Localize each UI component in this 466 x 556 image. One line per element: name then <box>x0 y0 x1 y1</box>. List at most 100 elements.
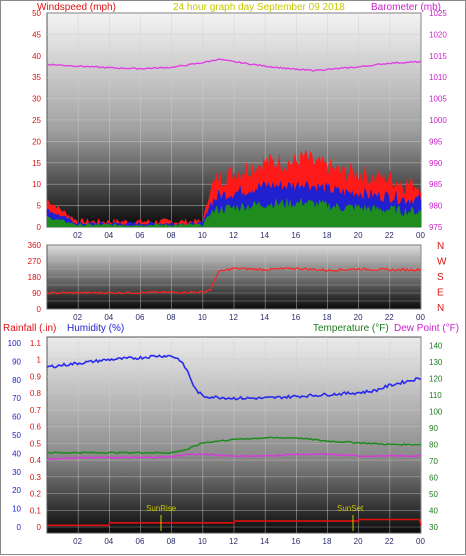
x-tick-label: 00 <box>416 231 425 240</box>
barometer-line <box>46 58 422 72</box>
direction-grid <box>47 244 422 310</box>
x-tick-label: 10 <box>198 537 207 546</box>
compass-label: W <box>437 257 447 268</box>
windspeed-tick-label: 25 <box>32 116 41 125</box>
humidity-line <box>46 354 421 401</box>
barometer-tick-label: 1020 <box>429 30 447 39</box>
windspeed-tick-label: 35 <box>32 73 41 82</box>
x-tick-label: 12 <box>229 537 238 546</box>
barometer-axis-title: Barometer (mb) <box>371 2 441 13</box>
windspeed-tick-label: 5 <box>37 202 42 211</box>
temperature-tick-label: 70 <box>429 457 438 466</box>
barometer-tick-label: 1010 <box>429 73 447 82</box>
rainfall-tick-label: 0.7 <box>30 406 42 415</box>
rainfall-tick-label: 0.8 <box>30 389 42 398</box>
bottom-grid <box>47 337 422 533</box>
rainfall-tick-label: 0.5 <box>30 439 42 448</box>
humidity-axis-title: Humidity (%) <box>67 323 124 334</box>
temperature-tick-label: 140 <box>429 341 443 350</box>
direction-axis-ticks: 0 90 180 270 360 02 04 06 08 10 12 14 16 18 20 22 00 <box>28 241 426 322</box>
windspeed-tick-label: 50 <box>32 9 41 18</box>
humidity-tick-label: 60 <box>12 413 21 422</box>
bottom-series <box>46 354 422 527</box>
temperature-tick-label: 80 <box>429 440 438 449</box>
barometer-tick-label: 1000 <box>429 116 447 125</box>
temperature-tick-label: 50 <box>429 490 438 499</box>
humidity-tick-label: 10 <box>12 505 21 514</box>
windspeed-tick-label: 0 <box>37 223 42 232</box>
x-tick-label: 18 <box>323 537 332 546</box>
rainfall-tick-label: 0.4 <box>30 456 42 465</box>
x-tick-label: 06 <box>136 231 145 240</box>
x-tick-label: 20 <box>354 537 363 546</box>
x-tick-label: 14 <box>260 231 269 240</box>
rainfall-tick-label: 1.1 <box>30 339 42 348</box>
barometer-tick-label: 1015 <box>429 52 447 61</box>
x-tick-label: 02 <box>73 231 82 240</box>
x-tick-label: 22 <box>385 537 394 546</box>
x-tick-label: 18 <box>323 231 332 240</box>
rainfall-tick-label: 0.2 <box>30 490 42 499</box>
temperature-axis-title: Temperature (°F) <box>313 323 389 334</box>
x-tick-label: 10 <box>198 231 207 240</box>
barometer-tick-label: 985 <box>429 180 443 189</box>
windspeed-tick-label: 15 <box>32 159 41 168</box>
windspeed-axis-title: Windspeed (mph) <box>37 2 116 13</box>
barometer-tick-label: 990 <box>429 159 443 168</box>
humidity-tick-label: 20 <box>12 486 21 495</box>
wind-direction-line <box>46 266 422 295</box>
x-tick-label: 08 <box>167 313 176 322</box>
humidity-tick-label: 0 <box>17 523 22 532</box>
temperature-tick-label: 120 <box>429 374 443 383</box>
direction-tick-label: 270 <box>28 257 42 266</box>
windspeed-tick-label: 40 <box>32 52 41 61</box>
humidity-tick-label: 80 <box>12 376 21 385</box>
direction-tick-label: 0 <box>37 305 42 314</box>
graph-title: 24 hour graph day September 09 2018 <box>173 2 345 13</box>
humidity-tick-label: 30 <box>12 468 21 477</box>
x-tick-label: 18 <box>323 313 332 322</box>
barometer-tick-label: 975 <box>429 223 443 232</box>
x-tick-label: 04 <box>104 313 113 322</box>
x-tick-label: 16 <box>291 537 300 546</box>
direction-series <box>46 266 422 295</box>
direction-tick-label: 360 <box>28 241 42 250</box>
windspeed-tick-label: 45 <box>32 30 41 39</box>
rainfall-tick-label: 0.9 <box>30 372 42 381</box>
rainfall-axis-title: Rainfall (.in) <box>3 323 56 334</box>
rainfall-tick-label: 1 <box>37 356 42 365</box>
windspeed-tick-label: 30 <box>32 95 41 104</box>
x-tick-label: 06 <box>136 313 145 322</box>
barometer-tick-label: 1005 <box>429 95 447 104</box>
humidity-tick-label: 90 <box>12 357 21 366</box>
dewpoint-axis-title: Dew Point (°F) <box>394 323 459 334</box>
x-tick-label: 08 <box>167 537 176 546</box>
x-tick-label: 00 <box>416 537 425 546</box>
x-tick-label: 02 <box>73 537 82 546</box>
sunset-label: SunSet <box>337 504 364 513</box>
x-tick-label: 20 <box>354 313 363 322</box>
temperature-line <box>46 436 422 455</box>
x-tick-label: 16 <box>291 313 300 322</box>
rainfall-tick-label: 0 <box>37 523 42 532</box>
barometer-tick-label: 980 <box>429 202 443 211</box>
humidity-tick-label: 100 <box>8 339 22 348</box>
compass-label: S <box>437 272 444 283</box>
compass-label: N <box>437 241 444 252</box>
top-axis-ticks: 0510152025303540455097598098599099510001… <box>32 9 447 240</box>
temperature-tick-label: 100 <box>429 407 443 416</box>
x-tick-label: 04 <box>104 231 113 240</box>
humidity-tick-label: 70 <box>12 394 21 403</box>
barometer-tick-label: 995 <box>429 137 443 146</box>
rainfall-tick-label: 0.1 <box>30 506 42 515</box>
direction-tick-label: 180 <box>28 273 42 282</box>
rainfall-tick-label: 0.3 <box>30 473 42 482</box>
wind-low-area <box>46 198 422 228</box>
windspeed-tick-label: 10 <box>32 180 41 189</box>
windspeed-tick-label: 20 <box>32 137 41 146</box>
temperature-tick-label: 90 <box>429 424 438 433</box>
x-tick-label: 10 <box>198 313 207 322</box>
humidity-tick-label: 50 <box>12 431 21 440</box>
x-tick-label: 00 <box>416 313 425 322</box>
